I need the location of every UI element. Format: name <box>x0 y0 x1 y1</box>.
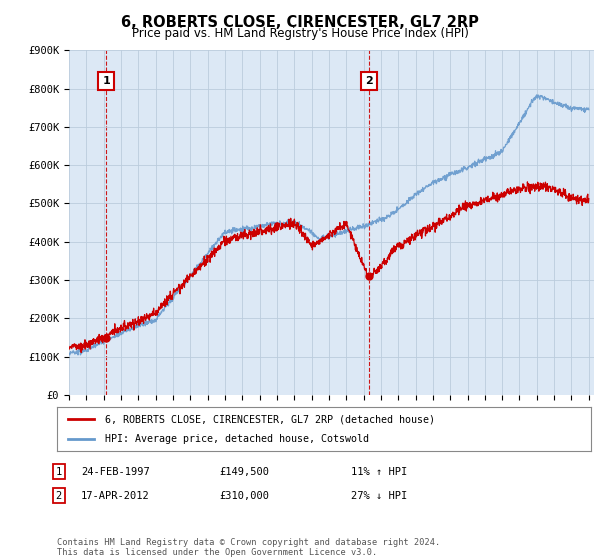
Text: Contains HM Land Registry data © Crown copyright and database right 2024.
This d: Contains HM Land Registry data © Crown c… <box>57 538 440 557</box>
Text: 6, ROBERTS CLOSE, CIRENCESTER, GL7 2RP (detached house): 6, ROBERTS CLOSE, CIRENCESTER, GL7 2RP (… <box>105 414 435 424</box>
Text: 1: 1 <box>103 76 110 86</box>
Text: Price paid vs. HM Land Registry's House Price Index (HPI): Price paid vs. HM Land Registry's House … <box>131 27 469 40</box>
Text: 1: 1 <box>56 466 62 477</box>
Text: 17-APR-2012: 17-APR-2012 <box>81 491 150 501</box>
Text: £310,000: £310,000 <box>219 491 269 501</box>
Text: 2: 2 <box>365 76 373 86</box>
Text: 27% ↓ HPI: 27% ↓ HPI <box>351 491 407 501</box>
Text: 11% ↑ HPI: 11% ↑ HPI <box>351 466 407 477</box>
Text: 24-FEB-1997: 24-FEB-1997 <box>81 466 150 477</box>
Text: 6, ROBERTS CLOSE, CIRENCESTER, GL7 2RP: 6, ROBERTS CLOSE, CIRENCESTER, GL7 2RP <box>121 15 479 30</box>
Text: 2: 2 <box>56 491 62 501</box>
Text: £149,500: £149,500 <box>219 466 269 477</box>
Text: HPI: Average price, detached house, Cotswold: HPI: Average price, detached house, Cots… <box>105 435 369 445</box>
